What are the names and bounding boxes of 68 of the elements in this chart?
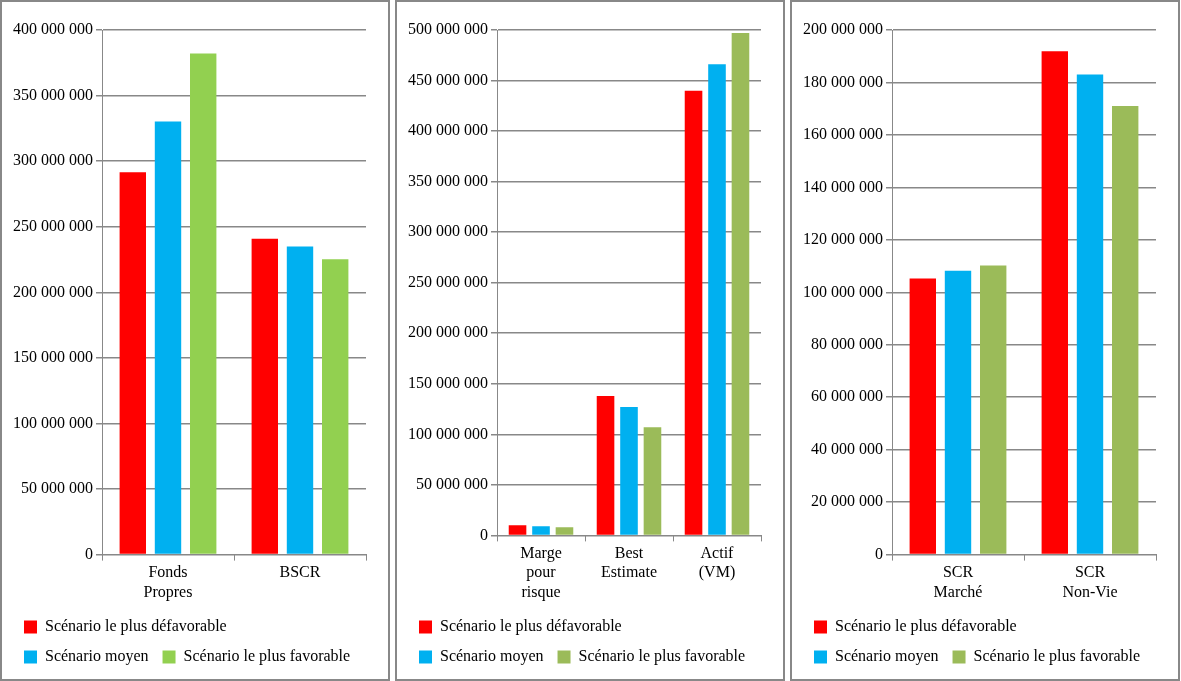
x-tick-label: Actif (VM) (698, 544, 736, 582)
bar (620, 407, 638, 535)
y-tick-label: 0 (85, 544, 93, 562)
y-tick-label: 100 000 000 (13, 413, 93, 431)
bar (322, 259, 349, 554)
y-tick-label: 300 000 000 (408, 222, 488, 240)
y-tick-label: 400 000 000 (408, 121, 488, 139)
x-tick-label: BSCR (279, 563, 321, 581)
x-tick-label: Fonds Propres (143, 563, 193, 601)
y-tick-label: 40 000 000 (811, 439, 883, 457)
bar (119, 172, 146, 554)
legend-label: Scénario moyen (440, 647, 544, 666)
bar (643, 427, 662, 535)
x-tick-label: SCR Non-Vie (1062, 563, 1118, 600)
bar (980, 265, 1007, 554)
y-tick-label: 60 000 000 (811, 387, 883, 405)
x-tick-label: SCR Marché (933, 563, 983, 600)
y-tick-label: 100 000 000 (408, 424, 488, 442)
bar (944, 270, 972, 554)
bar (909, 278, 936, 554)
y-tick-label: 100 000 000 (803, 282, 883, 300)
y-tick-label: 180 000 000 (803, 72, 883, 90)
bar (731, 33, 750, 535)
y-tick-label: 160 000 000 (803, 125, 883, 143)
y-tick-label: 400 000 000 (13, 20, 93, 38)
legend-label: Scénario le plus favorable (578, 647, 746, 666)
bar (708, 64, 726, 535)
bar (532, 526, 550, 535)
bar (286, 246, 314, 554)
y-tick-label: 450 000 000 (408, 70, 488, 88)
x-tick-label: Best Estimate (601, 544, 657, 581)
bar (1076, 74, 1104, 554)
y-tick-label: 350 000 000 (408, 171, 488, 189)
bar (555, 527, 574, 535)
y-tick-label: 80 000 000 (811, 334, 883, 352)
legend-label: Scénario moyen (835, 647, 939, 666)
bar (508, 525, 527, 535)
legend-label: Scénario le plus favorable (183, 647, 351, 666)
y-tick-label: 200 000 000 (408, 323, 488, 341)
y-tick-label: 20 000 000 (811, 492, 883, 510)
bar (251, 238, 278, 554)
y-tick-label: 140 000 000 (803, 177, 883, 195)
y-tick-label: 200 000 000 (803, 20, 883, 38)
x-tick-label: Marge pour risque (520, 544, 562, 601)
bar (1041, 51, 1068, 554)
bar (154, 121, 182, 554)
legend-label: Scénario le plus défavorable (45, 617, 227, 636)
y-tick-label: 250 000 000 (13, 216, 93, 234)
bar (190, 53, 217, 554)
y-tick-label: 200 000 000 (13, 282, 93, 300)
y-tick-label: 500 000 000 (408, 20, 488, 38)
y-tick-label: 0 (480, 525, 488, 543)
y-tick-label: 150 000 000 (408, 373, 488, 391)
y-tick-label: 120 000 000 (803, 230, 883, 248)
legend-label: Scénario le plus défavorable (440, 617, 622, 636)
y-tick-label: 350 000 000 (13, 85, 93, 103)
legend-label: Scénario le plus défavorable (835, 617, 1017, 636)
legend-label: Scénario le plus favorable (973, 647, 1141, 666)
bar (596, 395, 615, 535)
y-tick-label: 250 000 000 (408, 272, 488, 290)
y-tick-label: 300 000 000 (13, 151, 93, 169)
y-tick-label: 150 000 000 (13, 348, 93, 366)
y-tick-label: 0 (875, 544, 883, 562)
y-tick-label: 50 000 000 (21, 479, 93, 497)
legend-label: Scénario moyen (45, 647, 149, 666)
bar (1112, 106, 1139, 554)
bar (684, 90, 703, 535)
y-tick-label: 50 000 000 (416, 475, 488, 493)
